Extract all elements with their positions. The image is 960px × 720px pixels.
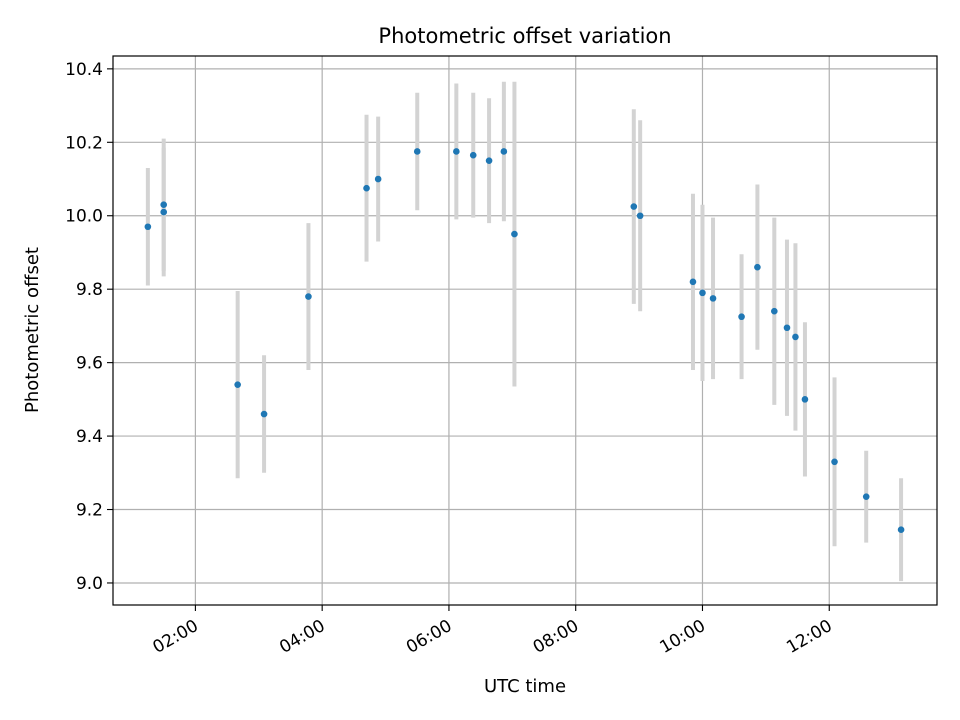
data-point <box>453 148 460 155</box>
data-point <box>862 493 870 500</box>
data-point <box>792 333 799 341</box>
y-axis-ticks: 9.0 9.2 9.4 9.6 9.8 10.0 10.2 10.4 <box>65 60 113 594</box>
data-point <box>738 313 745 321</box>
data-point <box>500 148 508 155</box>
data-point <box>801 396 809 403</box>
y-tick-label: 9.2 <box>76 501 103 521</box>
y-axis-label: Photometric offset <box>22 247 43 413</box>
y-tick-label: 9.8 <box>76 280 103 300</box>
data-point <box>413 148 421 155</box>
data-point <box>689 278 697 286</box>
data-point <box>636 212 644 220</box>
data-point <box>469 151 477 159</box>
data-point <box>485 157 493 164</box>
data-point <box>234 381 241 388</box>
data-point <box>709 295 717 302</box>
data-point <box>630 203 638 210</box>
y-tick-label: 9.4 <box>76 427 103 447</box>
data-point <box>374 175 382 183</box>
data-point <box>511 230 518 238</box>
y-tick-label: 10.4 <box>65 60 103 80</box>
data-point <box>160 201 168 209</box>
chart-title: Photometric offset variation <box>378 24 671 48</box>
data-point <box>771 307 778 315</box>
data-point <box>754 263 761 271</box>
y-tick: 10.4 <box>65 60 113 80</box>
y-tick: 9.0 <box>76 574 113 594</box>
data-point <box>363 184 370 192</box>
data-point <box>831 458 838 466</box>
data-point <box>305 293 312 300</box>
y-tick-label: 9.6 <box>76 354 103 374</box>
y-tick: 9.6 <box>76 354 113 374</box>
plot-frame <box>112 55 938 606</box>
data-point <box>699 289 706 297</box>
data-point <box>260 410 268 418</box>
data-point <box>897 526 905 534</box>
y-tick-label: 10.0 <box>65 207 103 227</box>
data-points <box>144 148 905 534</box>
y-tick: 10.0 <box>65 207 113 227</box>
data-point <box>783 324 791 332</box>
data-point <box>144 223 152 231</box>
y-tick: 9.4 <box>76 427 113 447</box>
y-tick-label: 10.2 <box>65 133 103 153</box>
y-tick: 10.2 <box>65 133 113 153</box>
y-tick-label: 9.0 <box>76 574 103 594</box>
y-tick: 9.8 <box>76 280 113 300</box>
y-tick: 9.2 <box>76 501 113 521</box>
x-axis-label: UTC time <box>484 676 566 697</box>
data-point <box>160 208 168 216</box>
